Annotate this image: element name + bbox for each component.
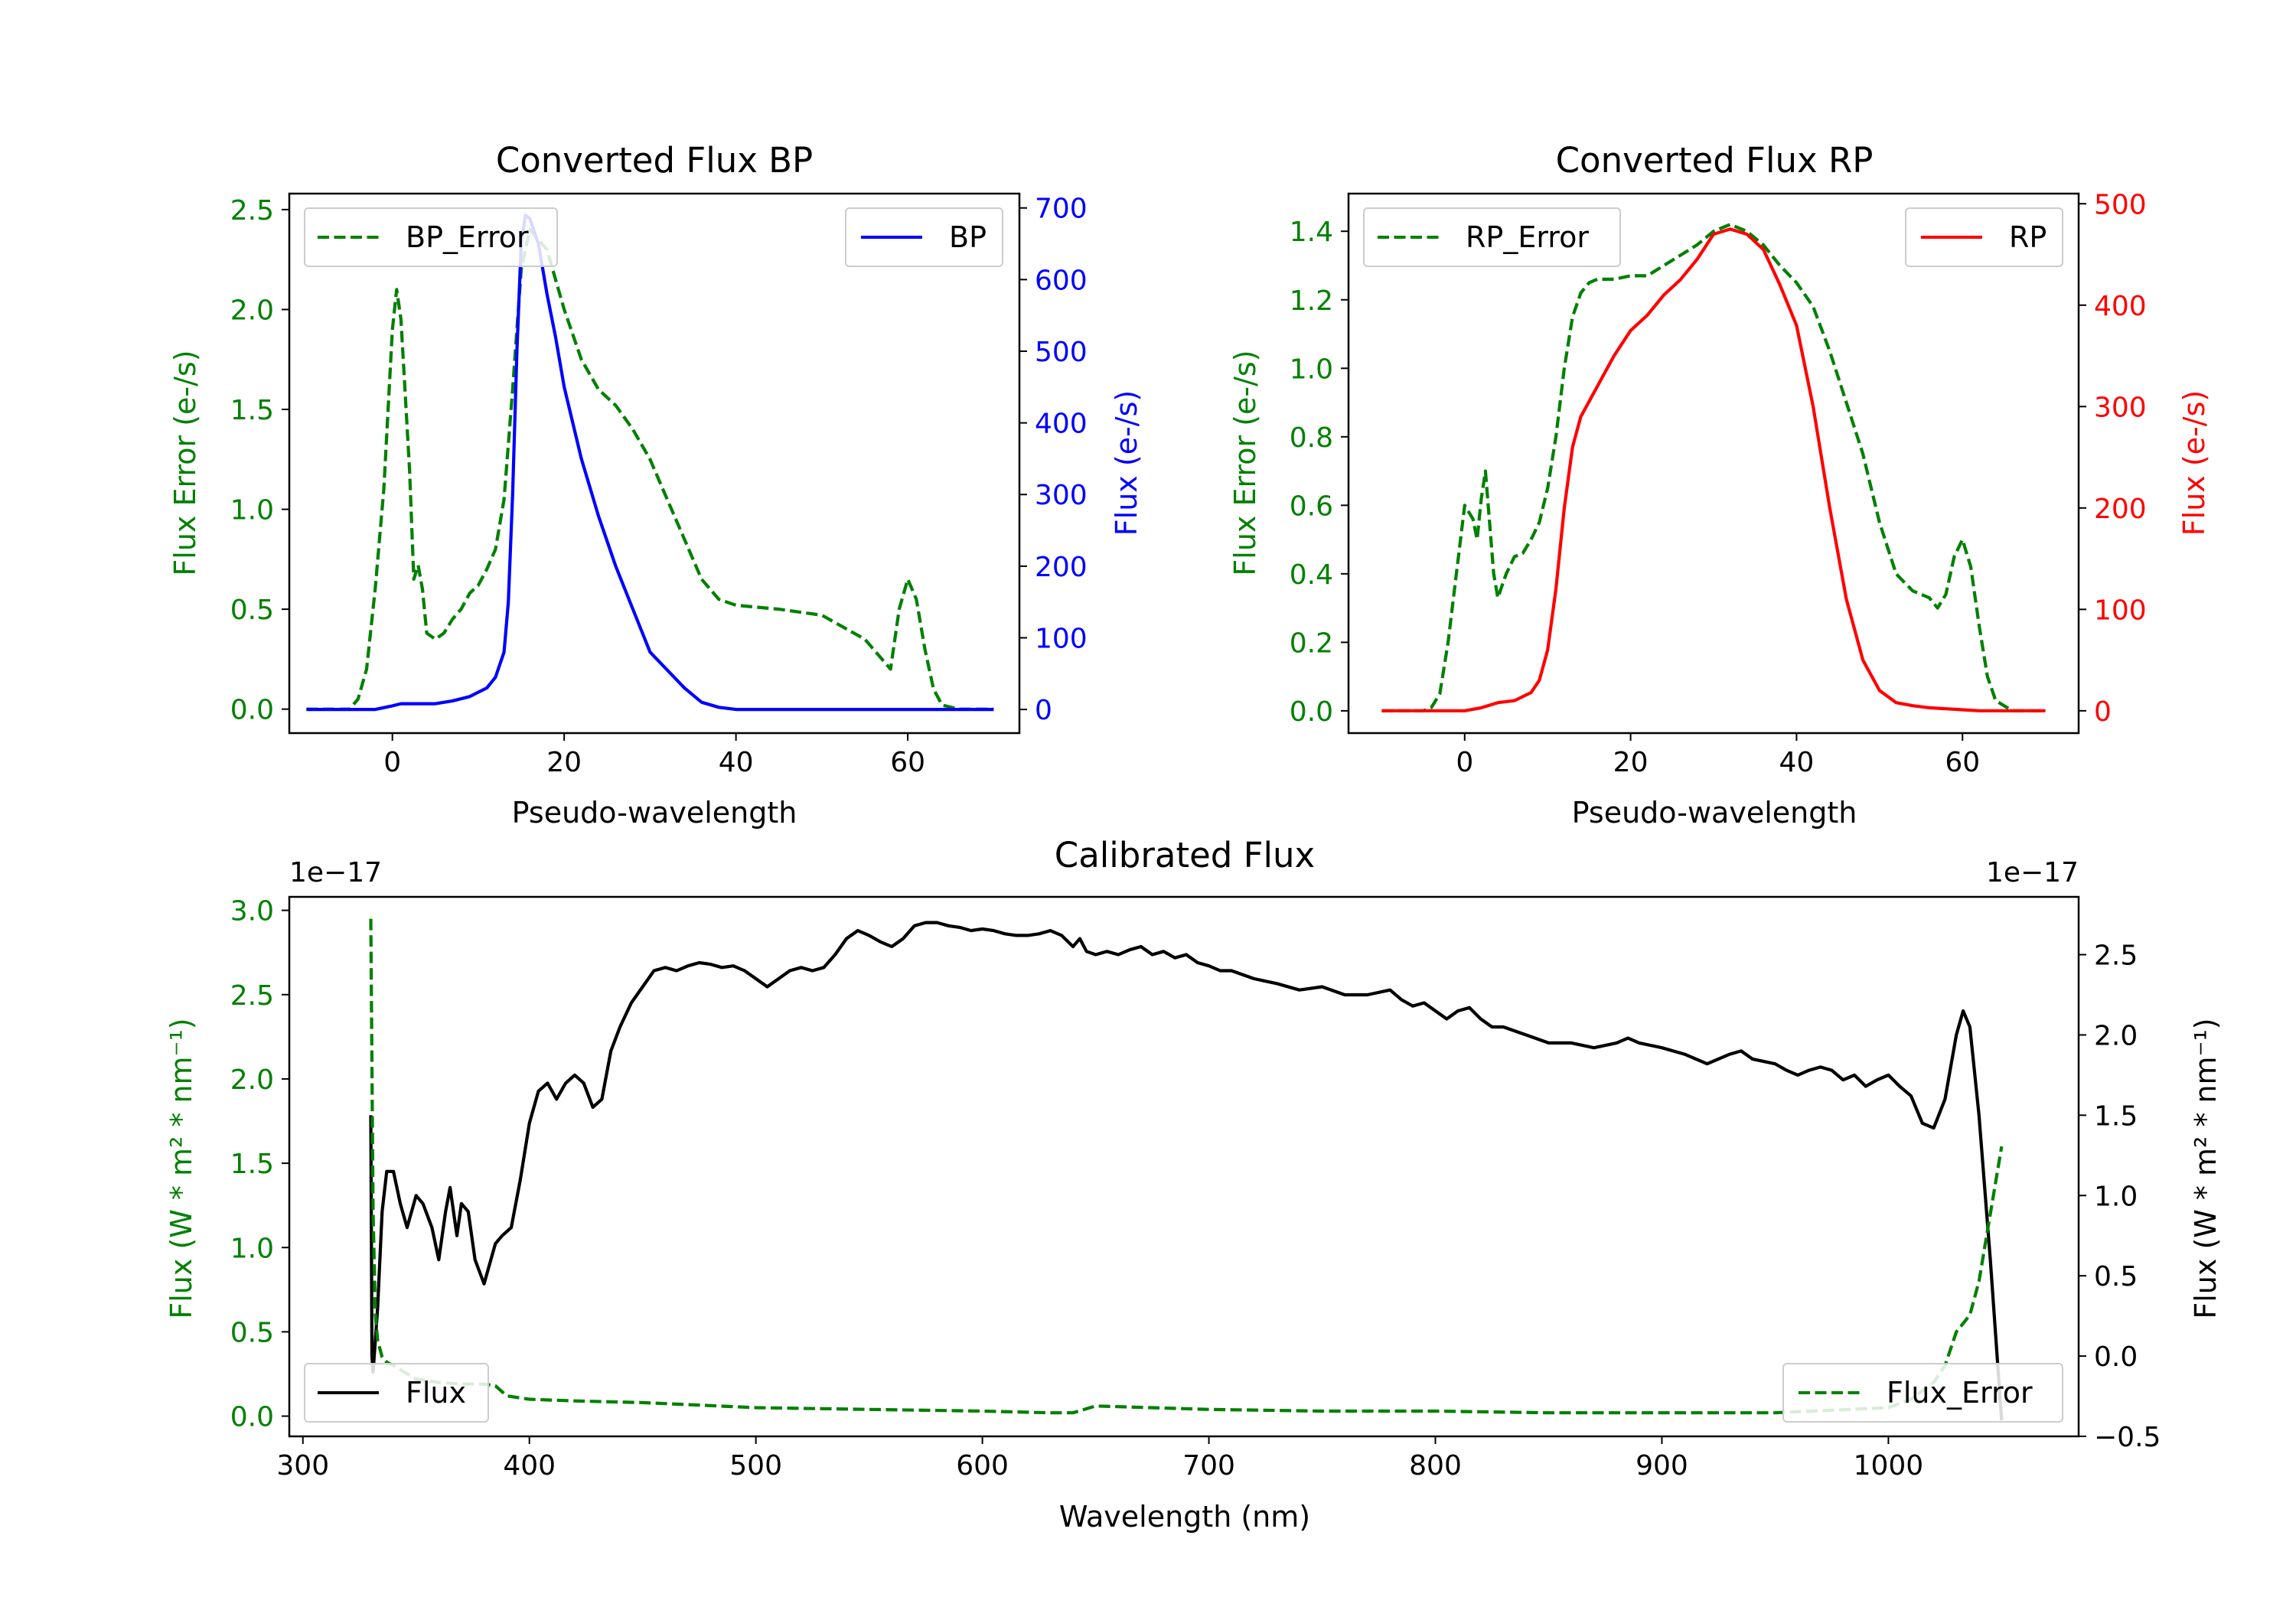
rp-legend-flux: RP: [1905, 207, 2063, 267]
bp-x-tick-label: 40: [719, 747, 754, 778]
calibrated-legend-error: Flux_Error: [1782, 1363, 2063, 1423]
rp-plot-frame: [1347, 192, 2080, 735]
bp-y-left-tick-label: 1.5: [230, 395, 274, 426]
calibrated-y-label-right: Flux (W * m² * nm⁻¹): [2189, 1018, 2223, 1319]
calibrated-legend-flux-label: Flux: [406, 1376, 466, 1410]
rp-x-tick-label: 40: [1779, 747, 1815, 778]
bp-y-left-tick-label: 2.0: [230, 295, 274, 326]
bp-y-right-tick-label: 100: [1035, 623, 1088, 654]
calibrated-y-label-left: Flux (W * m² * nm⁻¹): [165, 1018, 198, 1319]
calibrated-x-tick-label: 500: [729, 1450, 782, 1482]
calibrated-x-label: Wavelength (nm): [1059, 1500, 1310, 1534]
rp-panel: Converted Flux RP 0 20 40 60 0.0 0.2 0.4 0.6 0.8…: [1228, 140, 2211, 830]
rp-legend-error-label: RP_Error: [1466, 220, 1589, 254]
calibrated-y-right-tick-label: −0.5: [2094, 1422, 2161, 1453]
bp-legend-error: BP_Error: [304, 207, 558, 267]
rp-x-tick-label: 60: [1945, 747, 1980, 778]
rp-y-left-tick-label: 1.4: [1290, 217, 1333, 248]
calibrated-x-tick-label: 800: [1409, 1450, 1462, 1482]
bp-legend-error-label: BP_Error: [406, 220, 529, 254]
rp-y-right-tick-label: 200: [2094, 494, 2147, 525]
calibrated-series-flux: [369, 921, 2004, 1421]
calibrated-y-left-tick-label: 1.0: [230, 1233, 274, 1264]
calibrated-legend-flux: Flux: [304, 1363, 489, 1423]
rp-legend-flux-label: RP: [2009, 220, 2047, 254]
rp-y-label-left: Flux Error (e-/s): [1228, 350, 1262, 575]
calibrated-y-left-tick-label: 0.0: [230, 1402, 274, 1433]
bp-y-right-tick-label: 200: [1035, 552, 1088, 583]
rp-series-rp-error: [1381, 223, 2046, 713]
calibrated-x-tick-label: 900: [1636, 1450, 1688, 1482]
rp-series-rp: [1381, 227, 2046, 712]
calibrated-x-tick-label: 600: [956, 1450, 1009, 1482]
bp-y-right-tick-label: 0: [1035, 695, 1052, 726]
calibrated-panel: Calibrated Flux 1e−17 1e−17 300 400 500 600…: [165, 835, 2223, 1534]
bp-y-right-tick-label: 700: [1035, 194, 1088, 225]
calibrated-y-left-tick-label: 3.0: [230, 896, 274, 927]
calibrated-y-right-tick-label: 1.5: [2094, 1100, 2138, 1132]
calibrated-x-tick-label: 400: [503, 1450, 556, 1482]
rp-title: Converted Flux RP: [1556, 140, 1874, 181]
bp-x-tick-label: 0: [383, 747, 401, 778]
bp-y-left-tick-label: 1.0: [230, 495, 274, 526]
bp-legend-flux-label: BP: [949, 220, 987, 254]
calibrated-y-right-tick-label: 1.0: [2094, 1181, 2138, 1212]
bp-panel: Converted Flux BP 0 20 40 60 0.0 0.5 1.0 1.5 2.0…: [168, 140, 1143, 830]
bp-title: Converted Flux BP: [496, 140, 813, 181]
calibrated-y-right-tick-label: 0.5: [2094, 1261, 2138, 1292]
rp-y-right-tick-label: 0: [2094, 696, 2112, 728]
rp-y-left-tick-label: 0.8: [1290, 422, 1333, 454]
calibrated-y-left-tick-label: 1.5: [230, 1149, 274, 1180]
calibrated-y-left-tick-label: 0.5: [230, 1317, 274, 1348]
calibrated-x-tick-label: 300: [276, 1450, 329, 1482]
calibrated-offset-left: 1e−17: [289, 857, 382, 888]
calibrated-plot-frame: [288, 895, 2080, 1438]
calibrated-x-tick-label: 1000: [1854, 1450, 1924, 1482]
rp-x-tick-label: 20: [1613, 747, 1649, 778]
bp-y-right-tick-label: 600: [1035, 265, 1088, 296]
rp-y-right-tick-label: 500: [2094, 189, 2147, 220]
bp-y-label-left: Flux Error (e-/s): [168, 350, 202, 575]
bp-y-left-tick-label: 2.5: [230, 195, 274, 227]
calibrated-y-left-tick-label: 2.0: [230, 1064, 274, 1096]
calibrated-y-right-tick-label: 2.0: [2094, 1020, 2138, 1051]
rp-y-right-tick-label: 400: [2094, 291, 2147, 322]
rp-legend-error: RP_Error: [1363, 207, 1621, 267]
bp-y-right-tick-label: 500: [1035, 337, 1088, 368]
rp-y-left-tick-label: 0.0: [1290, 696, 1333, 728]
calibrated-y-right-tick-label: 0.0: [2094, 1341, 2138, 1373]
rp-y-left-tick-label: 0.6: [1290, 491, 1333, 522]
rp-y-left-tick-label: 1.0: [1290, 354, 1333, 385]
rp-y-left-tick-label: 0.2: [1290, 627, 1333, 659]
calibrated-x-tick-label: 700: [1182, 1450, 1235, 1482]
rp-x-label: Pseudo-wavelength: [1572, 796, 1857, 830]
bp-series-bp: [306, 214, 994, 712]
rp-y-left-tick-label: 1.2: [1290, 285, 1333, 317]
bp-legend-flux: BP: [845, 207, 1003, 267]
bp-x-tick-label: 20: [546, 747, 582, 778]
rp-y-right-tick-label: 100: [2094, 595, 2147, 626]
rp-y-label-right: Flux (e-/s): [2177, 390, 2211, 536]
calibrated-title: Calibrated Flux: [1055, 835, 1315, 875]
rp-y-right-tick-label: 300: [2094, 392, 2147, 423]
calibrated-offset-right: 1e−17: [1986, 857, 2079, 888]
rp-y-left-tick-label: 0.4: [1290, 559, 1333, 591]
bp-y-right-tick-label: 300: [1035, 480, 1088, 511]
bp-y-left-tick-label: 0.0: [230, 695, 274, 726]
calibrated-legend-error-label: Flux_Error: [1887, 1376, 2033, 1410]
calibrated-y-left-tick-label: 2.5: [230, 980, 274, 1012]
rp-x-tick-label: 0: [1456, 747, 1473, 778]
calibrated-y-right-tick-label: 2.5: [2094, 940, 2138, 972]
bp-x-tick-label: 60: [890, 747, 925, 778]
bp-y-label-right: Flux (e-/s): [1110, 390, 1143, 536]
bp-plot-frame: [288, 192, 1021, 735]
bp-y-right-tick-label: 400: [1035, 409, 1088, 440]
bp-y-left-tick-label: 0.5: [230, 595, 274, 626]
bp-x-label: Pseudo-wavelength: [512, 796, 797, 830]
